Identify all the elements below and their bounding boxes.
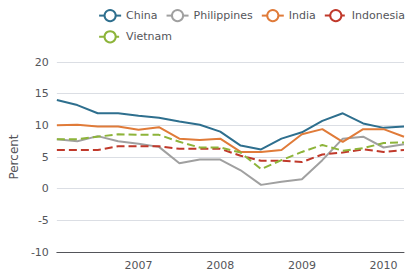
svg-text:0: 0 [42, 182, 49, 195]
svg-text:2007: 2007 [125, 259, 153, 272]
svg-text:China: China [126, 9, 157, 22]
svg-text:2008: 2008 [206, 259, 234, 272]
svg-text:India: India [289, 9, 316, 22]
svg-text:2009: 2009 [288, 259, 316, 272]
svg-text:-5: -5 [38, 214, 49, 227]
svg-text:Indonesia: Indonesia [352, 9, 405, 22]
svg-text:20: 20 [35, 56, 49, 69]
svg-text:Vietnam: Vietnam [126, 30, 172, 43]
svg-text:15: 15 [35, 87, 49, 100]
svg-text:2010: 2010 [370, 259, 398, 272]
svg-text:5: 5 [42, 151, 49, 164]
svg-text:Philippines: Philippines [194, 9, 254, 22]
svg-text:Percent: Percent [7, 134, 21, 179]
svg-text:10: 10 [35, 119, 49, 132]
svg-text:-10: -10 [31, 246, 49, 259]
